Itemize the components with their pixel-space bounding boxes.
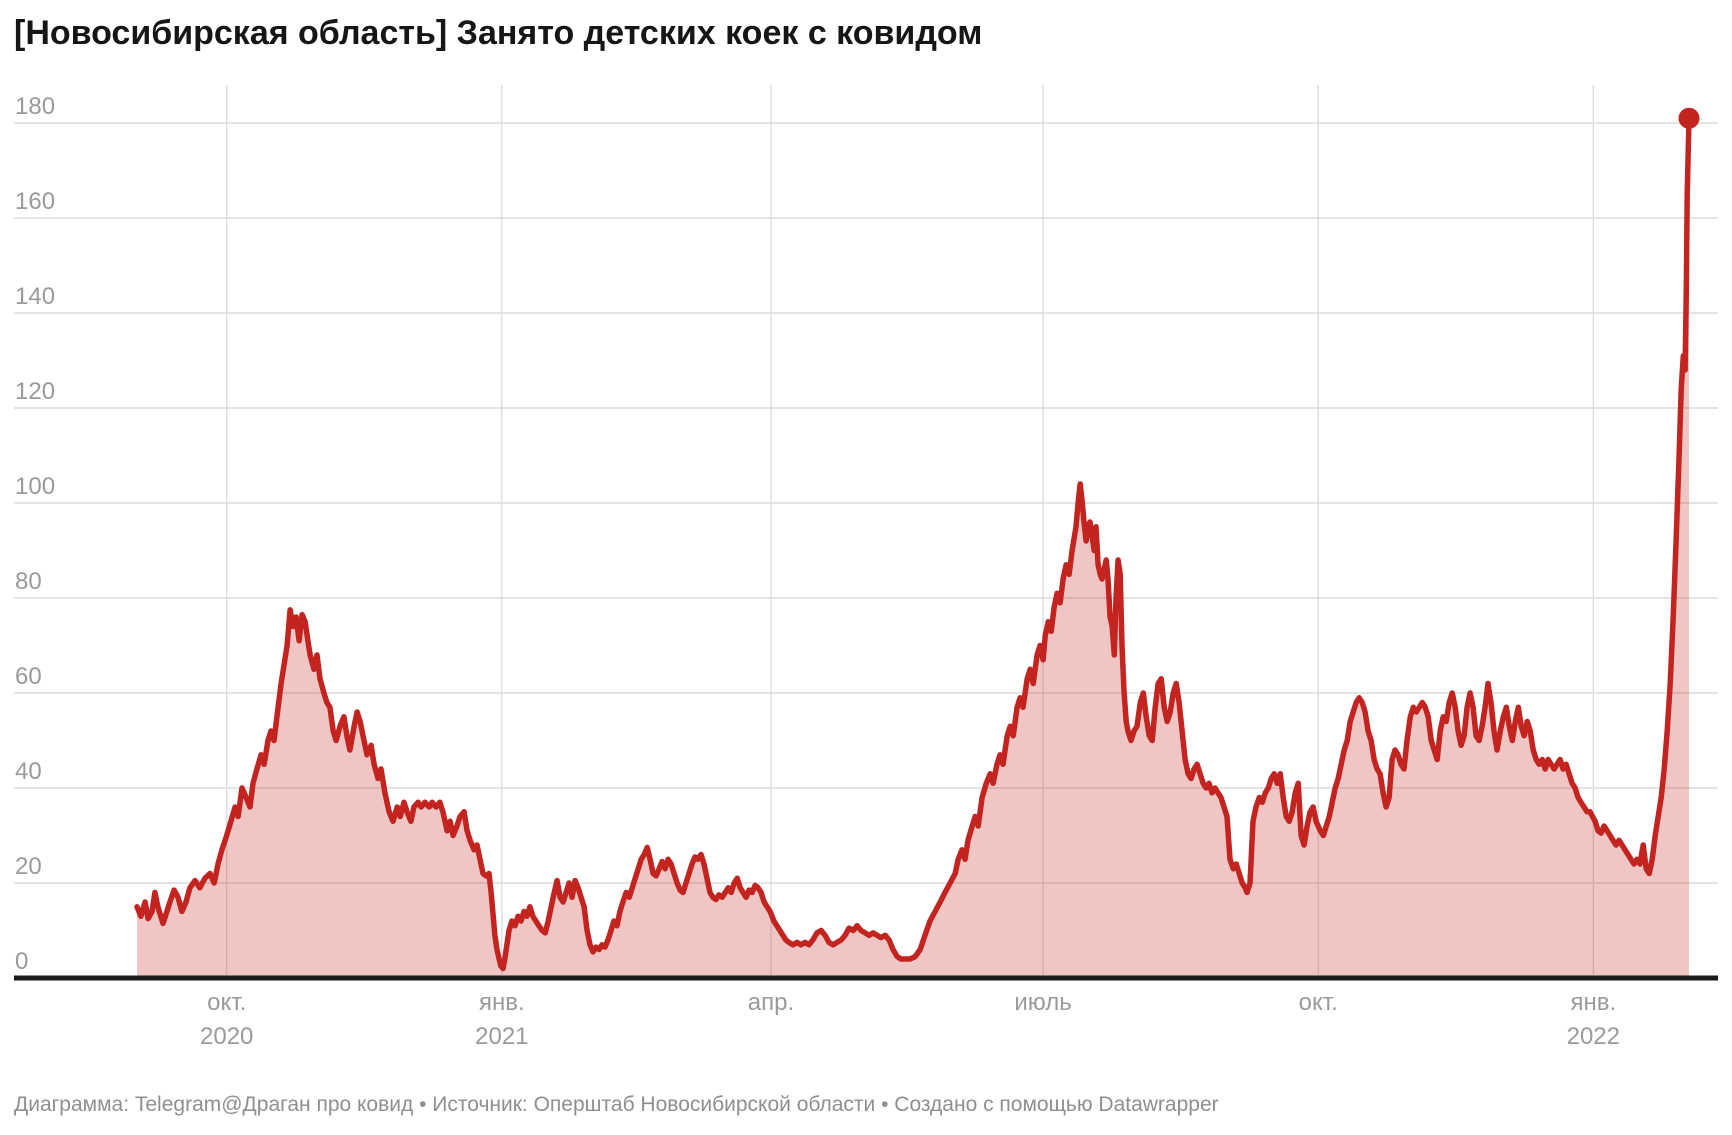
x-grid: окт. 2020 янв. 2021 апр. июль окт. янв. 2022 — [200, 85, 1620, 1050]
x-tick-label: окт. — [207, 989, 246, 1016]
y-tick-label: 0 — [15, 948, 28, 975]
y-grid: 0 20 40 60 80 100 120 140 160 180 — [14, 93, 1718, 975]
y-tick-label: 20 — [15, 853, 42, 880]
y-tick-label: 40 — [15, 758, 42, 785]
y-tick-label: 160 — [15, 188, 55, 215]
x-tick-year-label: 2020 — [200, 1023, 253, 1050]
x-tick-label: янв. — [479, 989, 525, 1016]
y-tick-label: 100 — [15, 473, 55, 500]
chart-title: [Новосибирская область] Занято детских к… — [14, 14, 983, 52]
series-area — [137, 118, 1689, 979]
x-tick-label: июль — [1014, 989, 1071, 1016]
x-tick-label: янв. — [1570, 989, 1616, 1016]
y-tick-label: 120 — [15, 378, 55, 405]
series-line — [134, 115, 1692, 972]
x-tick-year-label: 2022 — [1567, 1023, 1620, 1050]
x-tick-year-label: 2021 — [475, 1023, 528, 1050]
y-tick-label: 80 — [15, 568, 42, 595]
y-tick-label: 60 — [15, 663, 42, 690]
y-tick-label: 180 — [15, 93, 55, 120]
chart-footer-credit: Диаграмма: Telegram@Драган про ковид • И… — [14, 1093, 1219, 1116]
y-tick-label: 140 — [15, 283, 55, 310]
x-tick-label: окт. — [1299, 989, 1338, 1016]
x-tick-label: апр. — [748, 989, 794, 1016]
last-value-dot — [1678, 107, 1700, 129]
